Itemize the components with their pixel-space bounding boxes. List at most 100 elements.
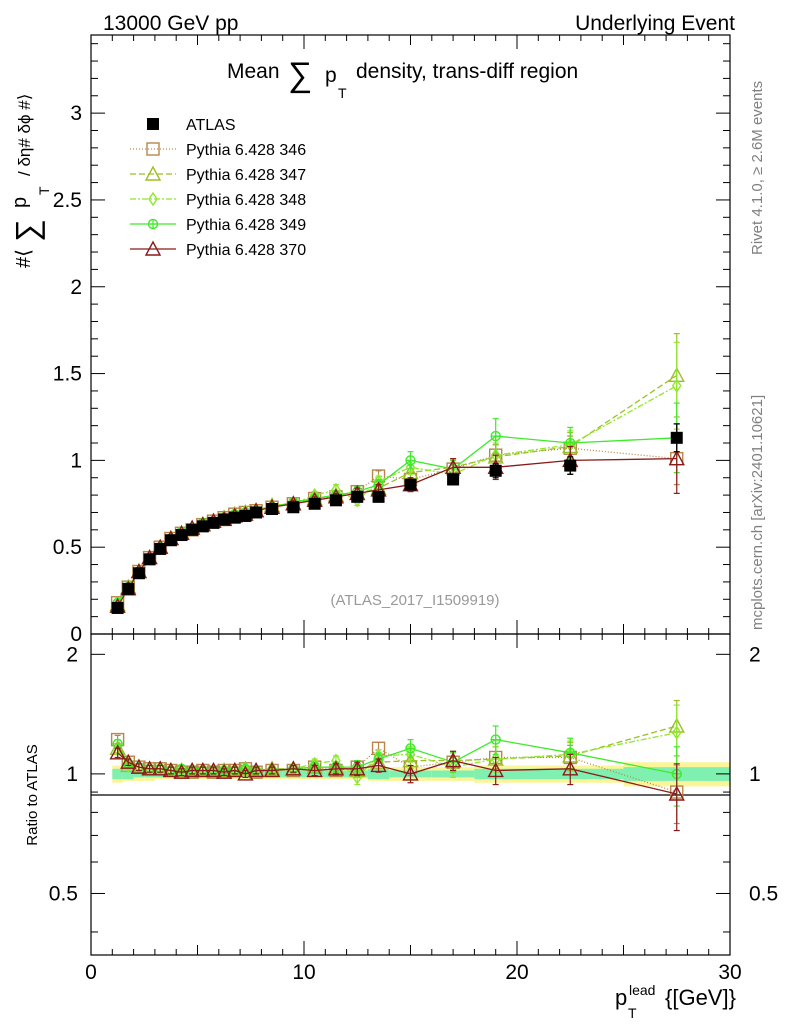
ratio-point (109, 744, 126, 760)
header-right: Underlying Event (575, 12, 735, 35)
data-point (228, 511, 241, 524)
ratio-band-inner (112, 768, 123, 780)
data-point (447, 473, 460, 486)
x-axis-label: p T lead {[GeV]} (615, 982, 736, 1021)
series-point (490, 430, 501, 442)
header-left: 13000 GeV pp (103, 12, 238, 35)
data-point (404, 478, 417, 491)
series-point (405, 460, 416, 475)
ratio-point (194, 762, 211, 778)
xlabel-lead-superscript: lead (629, 982, 655, 998)
legend-marker (144, 240, 162, 256)
xlabel-p: p (615, 985, 627, 1010)
ratio-point (263, 762, 281, 778)
ylabel-p: p (9, 197, 31, 208)
data-point (239, 509, 252, 522)
legend-marker (147, 218, 159, 230)
title-T-subscript: T (338, 85, 347, 101)
x-tick-label: 30 (718, 961, 741, 984)
main-panel (90, 34, 731, 635)
ratio-point (226, 762, 243, 778)
series-p347 (109, 333, 685, 612)
title-mean: Mean (227, 60, 280, 83)
ratio-y-axis-label: Ratio to ATLAS (24, 744, 41, 845)
main-y-tick-zero: 0 (70, 623, 82, 646)
x-tick-label: 0 (85, 961, 97, 984)
mcplots-credit-text: mcplots.cern.ch [arXiv:2401.10621] (749, 395, 766, 630)
main-y-axis-label: #⟨ ∑ p T / δη# δϕ #⟩ (9, 94, 52, 268)
series-point (668, 450, 685, 466)
data-point (175, 529, 188, 542)
main-y-tick-label: 3 (70, 102, 82, 125)
ratio-panel (90, 633, 731, 956)
ratio-y-tick-labels: 0.5 1 2 0.5 1 2 (49, 643, 778, 905)
ratio-point (444, 752, 462, 768)
main-y-tick-label: 1.5 (53, 363, 82, 386)
ratio-point (120, 753, 137, 769)
ratio-y-tick-label: 0.5 (49, 882, 78, 905)
main-y-tick-labels: 0.5 1 1.5 2 2.5 3 (53, 102, 82, 559)
ratio-point (405, 743, 416, 754)
ylabel-sum: ∑ (9, 219, 45, 242)
ratio-point (215, 763, 233, 779)
series-point (671, 378, 682, 393)
legend-marker (146, 142, 160, 156)
ratio-point (349, 760, 366, 776)
data-point (372, 490, 385, 503)
ratio-point (487, 762, 504, 778)
legend-marker-atlas (147, 118, 159, 130)
series-point (444, 458, 462, 475)
ratio-point (237, 765, 254, 781)
ratio-point (668, 785, 685, 801)
data-point (132, 567, 145, 580)
x-tick-label: 10 (292, 961, 315, 984)
title-sum-symbol: ∑ (288, 56, 312, 94)
data-point (154, 542, 167, 555)
legend: ATLAS Pythia 6.428 346 Pythia 6.428 347 Pyt… (130, 117, 306, 259)
ratio-point (306, 762, 323, 778)
data-point (122, 582, 135, 595)
ratio-point (162, 762, 180, 778)
ratio-y-tick-label: 1 (66, 763, 78, 786)
xlabel-T-subscript: T (628, 1005, 637, 1021)
legend-marker (148, 191, 158, 207)
series-line (117, 457, 677, 607)
data-point (489, 464, 502, 477)
data-point (250, 506, 263, 519)
legend-label: Pythia 6.428 370 (186, 242, 306, 259)
data-point (111, 601, 124, 614)
data-point (186, 523, 199, 536)
ratio-point (205, 762, 222, 778)
ratio-y-tick-label-right: 0.5 (749, 882, 778, 905)
title-rest: density, trans-diff region (356, 60, 578, 83)
ratio-y-tick-label: 2 (66, 643, 78, 666)
ylabel-open: #⟨ (13, 249, 35, 268)
ratio-band-inner (367, 768, 390, 780)
ratio-point (671, 725, 682, 740)
data-point (287, 501, 300, 514)
ratio-band-inner (122, 768, 134, 780)
main-y-tick-label: 2 (70, 276, 82, 299)
ratio-y-tick-label-right: 1 (749, 763, 761, 786)
data-point (164, 534, 177, 547)
legend-label-atlas: ATLAS (186, 117, 236, 134)
data-point (207, 516, 220, 529)
title-p: p (325, 64, 337, 87)
ratio-point (327, 760, 345, 776)
ratio-point (490, 734, 501, 745)
data-point (670, 431, 683, 444)
series-line (117, 385, 678, 605)
series-p349 (112, 402, 682, 608)
ratio-point (184, 762, 201, 778)
xlabel-unit: {[GeV]} (665, 985, 736, 1010)
data-point (218, 513, 231, 526)
data-point (266, 502, 279, 515)
x-tick-label: 20 (505, 961, 528, 984)
main-y-tick-label: 2.5 (53, 189, 82, 212)
ratio-point (173, 763, 190, 779)
series-point (405, 455, 416, 466)
main-y-tick-label: 1 (70, 449, 82, 472)
ratio-point (141, 760, 158, 776)
data-point (308, 497, 321, 510)
